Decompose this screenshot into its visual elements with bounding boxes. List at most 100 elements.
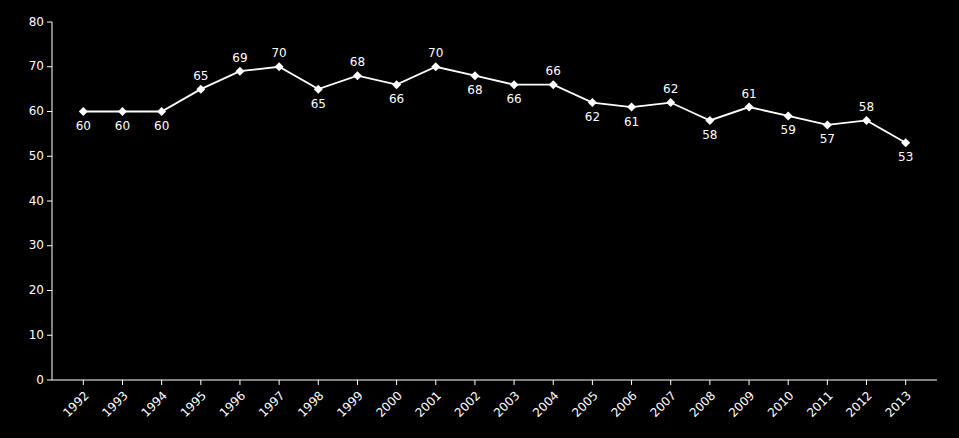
y-tick	[47, 156, 52, 157]
y-tick-label: 40	[29, 194, 44, 208]
data-label: 62	[585, 110, 600, 124]
x-tick	[357, 380, 358, 385]
marker	[470, 71, 479, 80]
x-tick-label: 2012	[843, 388, 874, 419]
y-tick	[47, 380, 52, 381]
y-tick-label: 30	[29, 238, 44, 252]
data-label: 60	[154, 119, 169, 133]
marker	[157, 107, 166, 116]
x-tick	[83, 380, 84, 385]
x-tick-label: 1996	[217, 388, 248, 419]
y-tick-label: 20	[29, 283, 44, 297]
data-label: 57	[820, 132, 835, 146]
y-tick	[47, 335, 52, 336]
y-tick	[47, 66, 52, 67]
y-tick	[47, 290, 52, 291]
data-label: 68	[467, 83, 482, 97]
x-tick	[239, 380, 240, 385]
x-tick-label: 2005	[569, 388, 600, 419]
data-label: 65	[311, 97, 326, 111]
plot-area	[79, 62, 910, 147]
data-label: 58	[702, 128, 717, 142]
x-tick	[435, 380, 436, 385]
x-tick-label: 1999	[334, 388, 365, 419]
marker	[275, 62, 284, 71]
marker	[196, 85, 205, 94]
data-label: 69	[232, 51, 247, 65]
x-tick	[396, 380, 397, 385]
background	[0, 0, 959, 438]
x-tick	[279, 380, 280, 385]
y-tick-label: 80	[29, 15, 44, 29]
x-tick	[670, 380, 671, 385]
data-label: 66	[506, 92, 521, 106]
x-tick	[827, 380, 828, 385]
data-label: 70	[428, 46, 443, 60]
x-tick-label: 1997	[256, 388, 287, 419]
marker	[745, 103, 754, 112]
x-tick-label: 2006	[608, 388, 639, 419]
x-tick-label: 2004	[530, 388, 561, 419]
x-tick	[905, 380, 906, 385]
data-label: 59	[781, 123, 796, 137]
x-tick-label: 2009	[726, 388, 757, 419]
y-tick-label: 60	[29, 104, 44, 118]
marker	[314, 85, 323, 94]
line	[83, 67, 905, 143]
data-label: 68	[350, 55, 365, 69]
x-tick	[318, 380, 319, 385]
marker	[627, 103, 636, 112]
marker	[823, 120, 832, 129]
y-tick	[47, 22, 52, 23]
x-tick-label: 1992	[60, 388, 91, 419]
data-label: 61	[624, 115, 639, 129]
marker	[901, 138, 910, 147]
x-tick	[709, 380, 710, 385]
data-label: 66	[546, 64, 561, 78]
x-tick-label: 1995	[178, 388, 209, 419]
x-tick	[866, 380, 867, 385]
x-tick-label: 2007	[648, 388, 679, 419]
data-label: 60	[76, 119, 91, 133]
x-tick	[122, 380, 123, 385]
x-tick-label: 2013	[883, 388, 914, 419]
marker	[862, 116, 871, 125]
marker	[549, 80, 558, 89]
marker	[784, 111, 793, 120]
x-axis-line	[52, 380, 937, 381]
y-tick-label: 0	[36, 373, 44, 387]
x-tick-label: 1998	[295, 388, 326, 419]
marker	[235, 67, 244, 76]
marker	[79, 107, 88, 116]
marker	[666, 98, 675, 107]
x-tick	[514, 380, 515, 385]
y-tick-label: 50	[29, 149, 44, 163]
x-tick	[200, 380, 201, 385]
y-tick-label: 70	[29, 59, 44, 73]
marker	[510, 80, 519, 89]
data-label: 62	[663, 82, 678, 96]
chart: 0102030405060708019921993199419951996199…	[0, 0, 959, 438]
y-tick	[47, 111, 52, 112]
y-tick-label: 10	[29, 328, 44, 342]
marker	[588, 98, 597, 107]
data-label: 61	[741, 87, 756, 101]
y-tick	[47, 201, 52, 202]
marker	[118, 107, 127, 116]
x-tick-label: 2011	[804, 388, 835, 419]
data-label: 60	[115, 119, 130, 133]
marker	[392, 80, 401, 89]
x-tick	[631, 380, 632, 385]
x-tick-label: 2000	[373, 388, 404, 419]
data-label: 70	[271, 46, 286, 60]
data-label: 53	[898, 150, 913, 164]
x-tick	[474, 380, 475, 385]
x-tick	[788, 380, 789, 385]
x-tick	[592, 380, 593, 385]
marker	[353, 71, 362, 80]
data-label: 66	[389, 92, 404, 106]
x-tick-label: 2008	[687, 388, 718, 419]
y-tick	[47, 245, 52, 246]
x-tick-label: 2002	[452, 388, 483, 419]
x-tick-label: 2010	[765, 388, 796, 419]
